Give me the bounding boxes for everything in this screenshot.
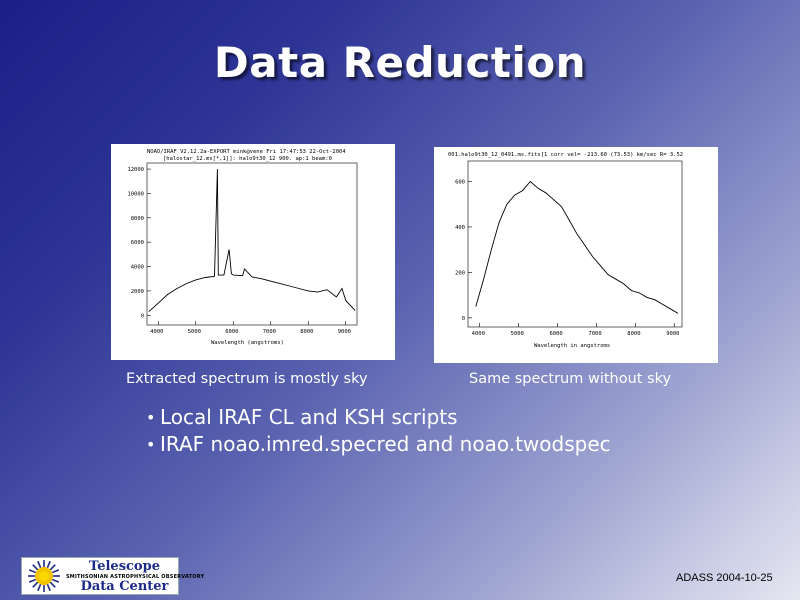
sun-ray xyxy=(49,581,56,588)
bullet-item: • Local IRAF CL and KSH scripts xyxy=(146,405,458,429)
y-tick-label: 10000 xyxy=(127,191,144,197)
sun-ray xyxy=(32,581,39,588)
x-tick-label: 7000 xyxy=(588,331,601,337)
spectrum-without-sky-plot: 001.halo9t30_12_0491.ms.fits[1 corr vel=… xyxy=(434,147,718,363)
logo-line-data-center: Data Center xyxy=(80,579,169,594)
sun-ray xyxy=(49,564,56,571)
x-tick-label: 7000 xyxy=(263,329,276,335)
x-tick-label: 6000 xyxy=(549,331,562,337)
y-tick-label: 2000 xyxy=(131,289,144,295)
x-tick-label: 5000 xyxy=(188,329,201,335)
sun-ray xyxy=(37,560,42,568)
plot-header-line: [halostar_12.ms[*,1]]: halo9t30_12 900. … xyxy=(163,156,332,162)
telescope-data-center-logo: Telescope SMITHSONIAN ASTROPHYSICAL OBSE… xyxy=(21,557,205,595)
sun-ray xyxy=(52,569,60,574)
y-tick-label: 8000 xyxy=(131,216,144,222)
sun-ray xyxy=(28,569,36,574)
bullet-item: • IRAF noao.imred.specred and noao.twodsp… xyxy=(146,432,611,456)
plot-header-line: 001.halo9t30_12_0491.ms.fits[1 corr vel=… xyxy=(448,152,683,158)
y-tick-label: 6000 xyxy=(131,240,144,246)
slide-title: Data Reduction xyxy=(213,38,587,87)
x-tick-label: 8000 xyxy=(627,331,640,337)
sun-ray xyxy=(46,584,51,592)
sun-logo-icon xyxy=(28,560,60,592)
logo-line-telescope: Telescope xyxy=(89,559,160,574)
sun-ray xyxy=(46,560,51,568)
x-tick-label: 4000 xyxy=(150,329,163,335)
sun-ray xyxy=(37,584,42,592)
x-tick-label: 5000 xyxy=(511,331,524,337)
bullet-list: • Local IRAF CL and KSH scripts • IRAF noa… xyxy=(146,404,611,458)
y-tick-label: 200 xyxy=(455,270,465,276)
logo-line-sao: SMITHSONIAN ASTROPHYSICAL OBSERVATORY xyxy=(66,574,205,580)
y-tick-label: 0 xyxy=(141,313,144,319)
y-tick-label: 0 xyxy=(462,316,465,322)
x-axis-label: Wavelength in angstroms xyxy=(534,343,610,349)
y-tick-label: 12000 xyxy=(127,167,144,173)
y-tick-label: 400 xyxy=(455,225,465,231)
footer-date: ADASS 2004-10-25 xyxy=(676,572,773,584)
spectrum-line xyxy=(148,169,356,312)
plot-header-line: NOAO/IRAF V2.12.2a-EXPORT mink@vene Fri … xyxy=(147,149,346,155)
plot-frame xyxy=(146,162,358,326)
x-tick-label: 9000 xyxy=(338,329,351,335)
y-tick-label: 600 xyxy=(455,179,465,185)
spectrum-without-sky-chart: 001.halo9t30_12_0491.ms.fits[1 corr vel=… xyxy=(448,152,683,349)
sun-ray xyxy=(32,564,39,571)
sun-ray xyxy=(28,578,36,583)
x-tick-label: 8000 xyxy=(300,329,313,335)
x-axis-label: Wavelength (angstroms) xyxy=(211,340,284,346)
spectrum-line xyxy=(475,180,679,314)
spectrum-with-sky-chart: NOAO/IRAF V2.12.2a-EXPORT mink@vene Fri … xyxy=(127,149,358,346)
spectrum-with-sky-plot: NOAO/IRAF V2.12.2a-EXPORT mink@vene Fri … xyxy=(111,144,395,360)
sun-ray xyxy=(52,578,60,583)
y-tick-label: 4000 xyxy=(131,265,144,271)
x-tick-label: 4000 xyxy=(472,331,485,337)
x-tick-label: 6000 xyxy=(225,329,238,335)
caption-left: Extracted spectrum is mostly sky xyxy=(126,371,368,387)
plot-frame xyxy=(467,160,683,328)
x-tick-label: 9000 xyxy=(666,331,679,337)
caption-right: Same spectrum without sky xyxy=(469,371,672,387)
